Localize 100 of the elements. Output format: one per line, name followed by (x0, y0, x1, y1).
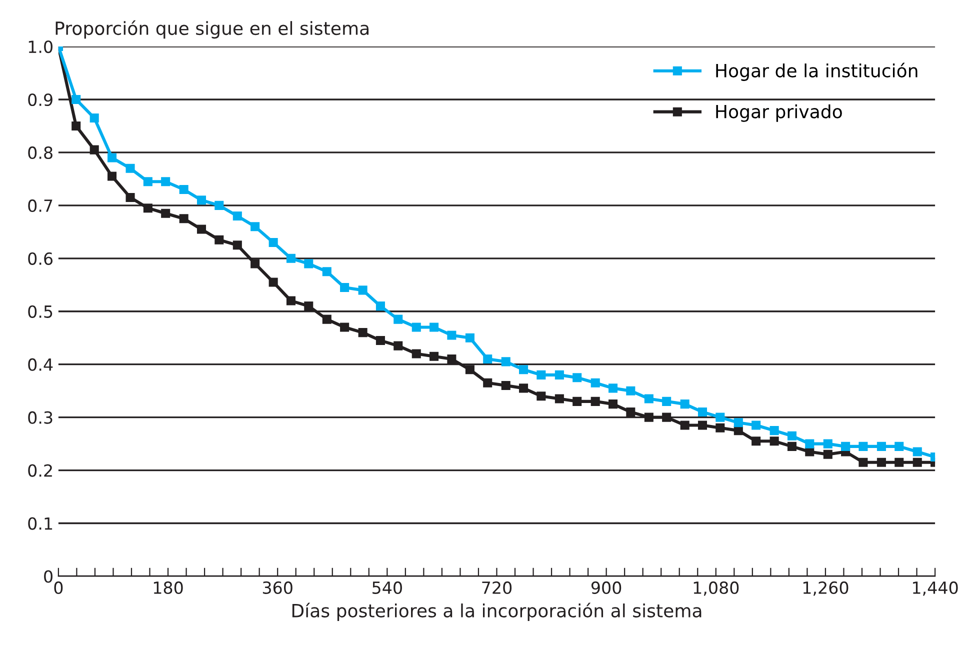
point (322, 314, 332, 324)
point (340, 283, 350, 292)
point (644, 394, 654, 404)
point (876, 442, 886, 451)
point (394, 314, 403, 324)
point (608, 384, 618, 393)
point (734, 426, 743, 436)
point (126, 192, 135, 202)
point (447, 354, 456, 364)
point (250, 222, 260, 232)
point (662, 412, 672, 422)
point (286, 254, 296, 263)
point (107, 172, 117, 181)
point (72, 121, 81, 130)
point (858, 442, 868, 451)
point (376, 302, 385, 311)
point (232, 212, 242, 221)
point (590, 396, 600, 406)
point (322, 267, 332, 276)
point (394, 341, 403, 350)
point (554, 370, 564, 380)
point (465, 365, 474, 374)
point (894, 458, 904, 467)
point (179, 214, 188, 224)
point (143, 204, 152, 213)
y-tick-label: 0.4 (28, 358, 53, 371)
point (698, 408, 708, 417)
point (412, 322, 421, 332)
x-tick-label: 1,080 (694, 581, 739, 596)
point (340, 322, 350, 332)
point (752, 420, 761, 430)
point (465, 333, 474, 342)
x-tick-label: 360 (262, 581, 292, 594)
point (680, 400, 690, 409)
y-tick-label: 1.0 (28, 40, 52, 54)
point (196, 224, 206, 234)
x-tick-label: 900 (591, 581, 622, 594)
point (358, 286, 368, 295)
point (536, 392, 546, 401)
point (858, 458, 868, 467)
point (501, 381, 510, 390)
point (126, 164, 135, 173)
point (787, 442, 796, 451)
y-tick-label: 0.7 (28, 199, 52, 212)
point (536, 370, 546, 380)
y-tick-label: 0.6 (28, 252, 53, 265)
y-tick-label: 0.2 (28, 464, 52, 477)
point (572, 373, 582, 382)
x-tick-label: 540 (372, 581, 402, 594)
point (72, 94, 81, 104)
point (823, 450, 832, 459)
point (179, 185, 188, 194)
point (752, 436, 761, 446)
point (304, 302, 314, 311)
point (90, 114, 99, 123)
legend-label: Hogar privado (716, 104, 842, 122)
y-tick-label: 0.8 (28, 146, 52, 160)
point (161, 208, 170, 218)
point (286, 296, 296, 306)
point (519, 384, 528, 393)
x-tick-label: 720 (482, 581, 512, 594)
point (107, 153, 117, 162)
point (143, 177, 152, 186)
x-tick-label: 1,440 (913, 581, 958, 596)
point (304, 259, 314, 268)
point (483, 378, 492, 388)
point (268, 238, 278, 248)
point (841, 442, 850, 451)
y-tick-label: 0.3 (28, 411, 52, 424)
point (805, 447, 814, 456)
point (572, 396, 582, 406)
point (894, 442, 904, 451)
point (734, 418, 743, 428)
point (912, 458, 922, 467)
point (250, 259, 260, 268)
x-tick-label: 180 (154, 581, 183, 594)
x-axis-title: Días posteriores a la incorporación al sistema (292, 602, 702, 621)
point (770, 436, 779, 446)
point (196, 196, 206, 205)
point (501, 357, 510, 366)
point (608, 400, 618, 409)
point (716, 423, 725, 432)
point (483, 354, 492, 364)
point (770, 426, 779, 436)
point (268, 278, 278, 287)
y-tick-label: 0.9 (28, 93, 52, 106)
point (626, 408, 636, 417)
point (626, 386, 636, 396)
point (430, 352, 439, 361)
point (662, 396, 672, 406)
legend-label: Hogar de la institución (716, 62, 918, 81)
point (823, 439, 832, 448)
point (698, 420, 708, 430)
point (232, 240, 242, 250)
y-tick-label: 0 (44, 570, 52, 583)
y-tick-label: 0.1 (28, 517, 52, 530)
point (214, 235, 224, 244)
point (412, 349, 421, 358)
point (876, 458, 886, 467)
point (519, 365, 528, 374)
